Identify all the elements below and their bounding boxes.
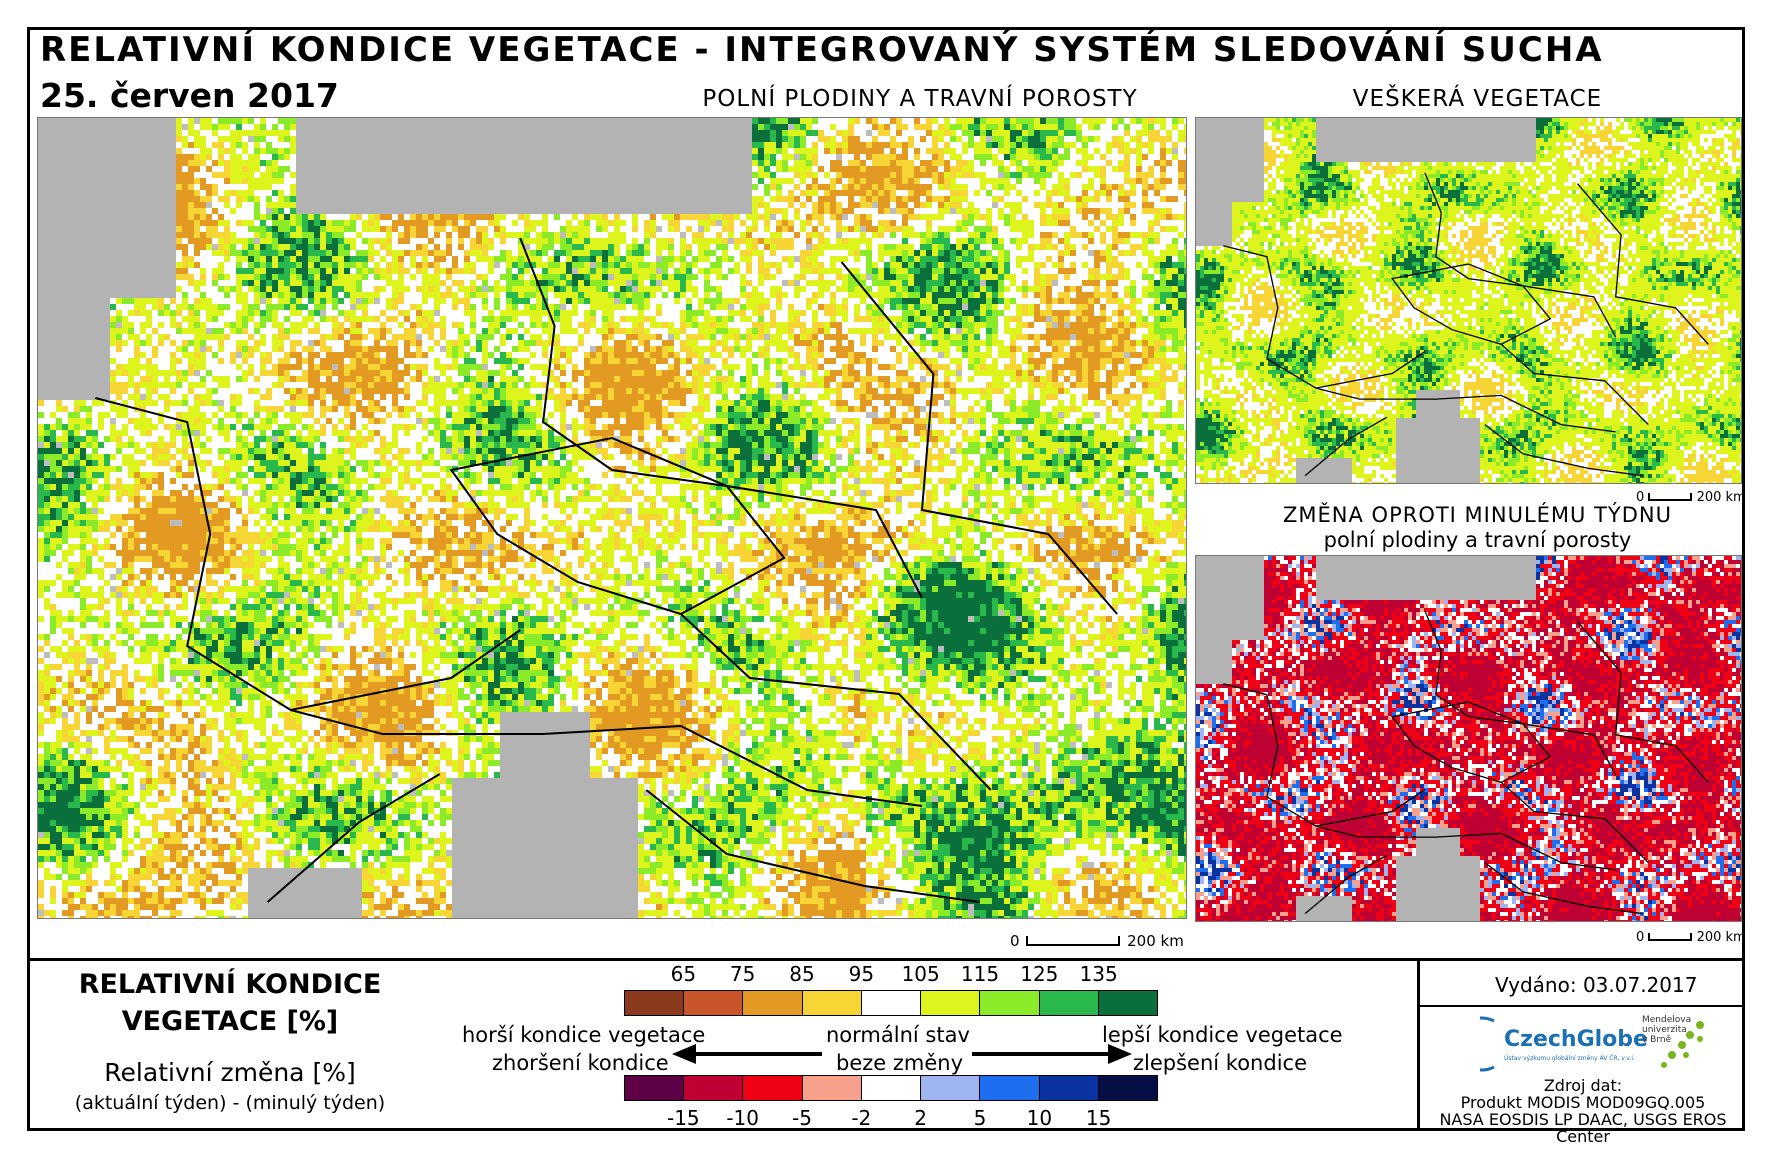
condition-tick-115: 115: [950, 962, 1010, 986]
condition-swatch-6: [979, 991, 1038, 1015]
arrow-right-head: [1108, 1044, 1132, 1064]
condition-tick-75: 75: [713, 962, 773, 986]
change-swatch-7: [1039, 1076, 1098, 1100]
main-map: [37, 117, 1187, 919]
legend-divider: [27, 958, 1745, 961]
condition-swatch-0: [625, 991, 683, 1015]
condition-swatch-7: [1039, 991, 1098, 1015]
issued-divider: [1417, 1005, 1745, 1007]
change-swatch-8: [1098, 1076, 1157, 1100]
data-source: Zdroj dat: Produkt MODIS MOD09GQ.005 NAS…: [1418, 1077, 1748, 1145]
condition-swatch-3: [802, 991, 861, 1015]
change-swatch-5: [920, 1076, 979, 1100]
change-swatch-1: [683, 1076, 742, 1100]
all-vegetation-canvas: [1196, 118, 1741, 483]
scale-zero: 0: [1010, 932, 1020, 950]
change-map-sublabel: polní plodiny a travní porosty: [1195, 528, 1760, 552]
main-map-canvas: [38, 118, 1186, 918]
mendel-logo-dots-icon: [1642, 1015, 1712, 1075]
change-tick-5: 5: [950, 1106, 1010, 1130]
change-swatch-2: [742, 1076, 801, 1100]
condition-tick-125: 125: [1009, 962, 1069, 986]
mendel-university-logo: Mendelova univerzita v Brně: [1642, 1015, 1712, 1075]
improvement-label: zlepšení kondice: [1133, 1051, 1307, 1075]
change-tick--5: -5: [772, 1106, 832, 1130]
weekly-change-canvas: [1196, 556, 1741, 921]
change-swatch-0: [625, 1076, 683, 1100]
condition-swatch-5: [920, 991, 979, 1015]
map-pixels: [1196, 118, 1741, 483]
direction-arrows: [672, 1042, 1132, 1066]
scale-line: [1648, 493, 1692, 501]
issued-date: Vydáno: 03.07.2017: [1495, 973, 1697, 997]
change-tick-15: 15: [1069, 1106, 1129, 1130]
source-provider: NASA EOSDIS LP DAAC, USGS EROS Center: [1418, 1111, 1748, 1145]
condition-swatch-2: [742, 991, 801, 1015]
all-vegetation-label: VEŠKERÁ VEGETACE: [1195, 86, 1760, 112]
main-map-label: POLNÍ PLODINY A TRAVNÍ POROSTY: [680, 86, 1160, 112]
change-scale-bar: 0 200 km: [1636, 930, 1746, 945]
legend-title-line1: RELATIVNÍ KONDICE: [60, 966, 400, 1003]
condition-swatch-1: [683, 991, 742, 1015]
czechglobe-logo-subtext: Ústav výzkumu globální změny AV ČR, v.v.…: [1504, 1055, 1635, 1062]
condition-tick-85: 85: [772, 962, 832, 986]
scale-zero: 0: [1636, 930, 1644, 945]
scale-line: [1026, 936, 1120, 946]
czechglobe-logo-text: CzechGlobe: [1504, 1027, 1648, 1052]
condition-tick-105: 105: [891, 962, 951, 986]
change-map-label: ZMĚNA OPROTI MINULÉMU TÝDNU: [1195, 503, 1760, 527]
source-heading: Zdroj dat:: [1418, 1077, 1748, 1094]
czechglobe-logo: CzechGlobe Ústav výzkumu globální změny …: [1480, 1015, 1630, 1073]
change-tick-2: 2: [891, 1106, 951, 1130]
condition-color-bar: [624, 990, 1158, 1016]
better-condition-label: lepší kondice vegetace: [1102, 1023, 1343, 1047]
date-label: 25. červen 2017: [40, 76, 339, 115]
condition-tick-65: 65: [653, 962, 713, 986]
weekly-change-map: [1195, 555, 1742, 922]
change-legend-title: Relativní změna [%]: [60, 1058, 400, 1087]
scale-distance: 200 km: [1697, 930, 1746, 945]
condition-swatch-4: [861, 991, 920, 1015]
change-legend-formula: (aktuální týden) - (minulý týden): [60, 1092, 400, 1114]
condition-tick-95: 95: [831, 962, 891, 986]
change-tick--2: -2: [831, 1106, 891, 1130]
all-vegetation-map: [1195, 117, 1742, 484]
worse-condition-label: horší kondice vegetace: [462, 1023, 705, 1047]
condition-swatch-8: [1098, 991, 1157, 1015]
main-scale-bar: 0 200 km: [1010, 932, 1184, 950]
logo-arc-icon: [1480, 1018, 1494, 1070]
change-tick-10: 10: [1009, 1106, 1069, 1130]
page-title: RELATIVNÍ KONDICE VEGETACE - INTEGROVANÝ…: [40, 30, 1604, 70]
change-tick--10: -10: [713, 1106, 773, 1130]
change-swatch-6: [979, 1076, 1038, 1100]
worsening-label: zhoršení kondice: [492, 1051, 669, 1075]
scale-distance: 200 km: [1127, 932, 1184, 950]
legend-title-line2: VEGETACE [%]: [60, 1003, 400, 1040]
change-tick--15: -15: [653, 1106, 713, 1130]
condition-tick-135: 135: [1069, 962, 1129, 986]
change-swatch-4: [861, 1076, 920, 1100]
arrow-left-head: [672, 1044, 696, 1064]
change-swatch-3: [802, 1076, 861, 1100]
source-product: Produkt MODIS MOD09GQ.005: [1418, 1094, 1748, 1111]
scale-line: [1648, 933, 1692, 941]
change-color-bar: [624, 1075, 1158, 1101]
legend-title: RELATIVNÍ KONDICE VEGETACE [%]: [60, 966, 400, 1040]
